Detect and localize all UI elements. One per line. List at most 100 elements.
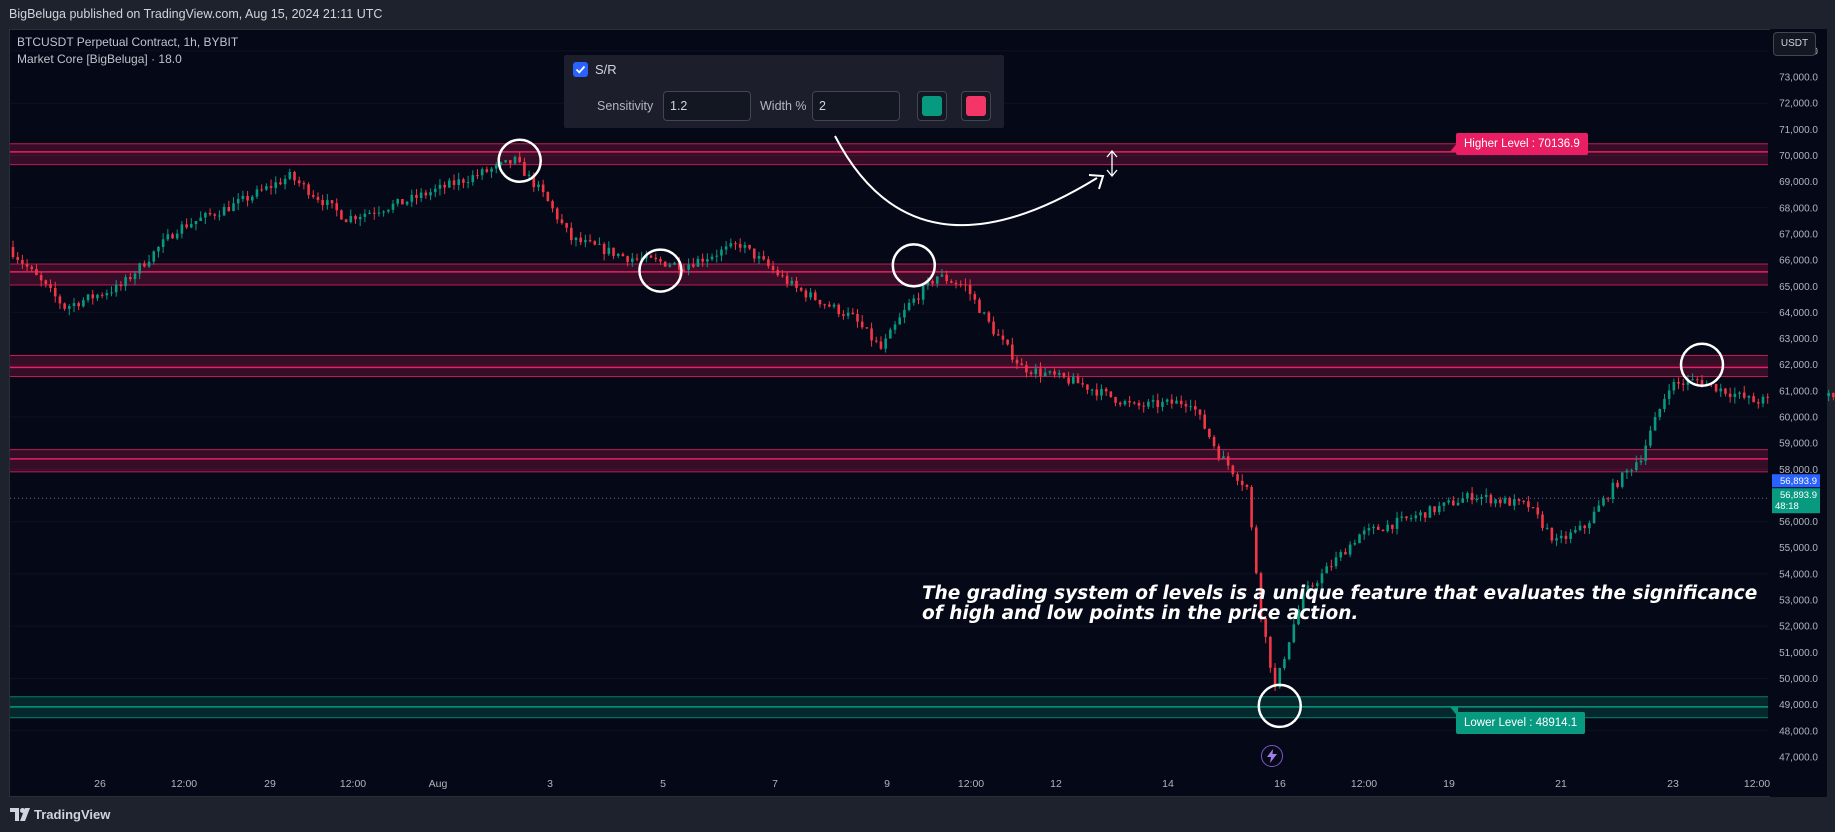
candle-up <box>133 273 137 280</box>
candle-up <box>1400 516 1404 518</box>
candle-down <box>1470 493 1474 501</box>
candle-up <box>1320 573 1324 584</box>
bull-color-fill <box>922 96 942 116</box>
candle-up <box>1733 393 1737 397</box>
indicator-title[interactable]: Market Core [BigBeluga] · 18.0 <box>17 52 182 66</box>
candle-down <box>752 248 756 259</box>
candle-down <box>1714 383 1718 392</box>
resistance-band <box>10 355 1768 377</box>
candle-down <box>813 292 817 300</box>
candle-down <box>25 263 29 267</box>
candle-up <box>1635 462 1638 471</box>
candle-up <box>480 169 484 176</box>
flash-button[interactable] <box>1261 745 1283 767</box>
candle-up <box>499 162 503 165</box>
candle-down <box>452 180 456 185</box>
time-axis[interactable]: 26 12:00 29 12:00 Aug 3 5 7 9 12:00 12 14 16 12:00 19 2… <box>94 778 1770 790</box>
candle-down <box>1724 388 1727 394</box>
candle-down <box>950 281 953 283</box>
currency-button[interactable]: USDT <box>1773 32 1816 56</box>
candle-down <box>870 328 873 341</box>
candle-down <box>532 174 536 188</box>
price-tick-label: 51,000.0 <box>1779 648 1818 659</box>
candle-up <box>940 274 944 277</box>
candle-down <box>973 294 977 300</box>
candle-down <box>1240 480 1244 486</box>
symbol-title[interactable]: BTCUSDT Perpetual Contract, 1h, BYBIT <box>17 35 239 49</box>
candle-up <box>1189 406 1192 408</box>
candle-up <box>1686 380 1690 385</box>
candle-up <box>584 240 587 243</box>
sensitivity-input[interactable] <box>663 91 751 121</box>
candle-up <box>138 263 141 274</box>
candle-down <box>1517 499 1521 501</box>
candle-down <box>1541 514 1544 529</box>
candle-up <box>438 184 442 189</box>
candle-down <box>682 269 686 271</box>
candle-down <box>1029 372 1033 375</box>
candle-up <box>1409 518 1413 520</box>
candle-down <box>1452 500 1455 506</box>
bull-color-swatch[interactable] <box>917 91 947 121</box>
annotation-line-1: The grading system of levels is a unique… <box>922 583 1758 604</box>
candle-down <box>1039 368 1042 376</box>
candle-down <box>208 212 212 215</box>
candle-up <box>471 175 475 183</box>
tradingview-logo[interactable]: TradingView <box>10 807 110 822</box>
candle-down <box>91 294 95 299</box>
candle-down <box>879 341 883 349</box>
candle-up <box>1057 372 1061 375</box>
price-tick-label: 69,000.0 <box>1779 177 1818 188</box>
candle-down <box>828 304 831 307</box>
candle-down <box>1015 359 1019 364</box>
candle-up <box>893 324 897 330</box>
candle-down <box>860 321 864 328</box>
candle-up <box>1719 388 1723 392</box>
candle-up <box>898 317 902 325</box>
candle-down <box>1423 512 1427 518</box>
candle-down <box>968 285 972 295</box>
candle-down <box>1156 400 1160 407</box>
candle-down <box>100 294 104 296</box>
candle-down <box>523 161 526 176</box>
candle-up <box>180 224 184 234</box>
candle-down <box>555 208 559 220</box>
candle-down <box>1114 397 1117 403</box>
candle-down <box>316 196 320 200</box>
chart-pane[interactable] <box>9 29 1826 797</box>
candle-down <box>541 184 545 192</box>
price-tick-label: 66,000.0 <box>1779 256 1818 267</box>
countdown-label: 48:18 <box>1775 501 1799 512</box>
sr-checkbox[interactable] <box>573 62 588 77</box>
candle-up <box>1611 482 1615 499</box>
candle-up <box>1503 498 1507 504</box>
candle-up <box>1428 506 1432 518</box>
candle-down <box>546 191 550 202</box>
candle-down <box>1076 376 1080 384</box>
candle-down <box>1564 535 1568 539</box>
price-tick-label: 71,000.0 <box>1779 125 1818 136</box>
candle-down <box>1212 437 1216 447</box>
candle-up <box>1222 456 1225 459</box>
candle-down <box>1311 585 1314 587</box>
price-axis[interactable]: 47,000.0 48,000.0 49,000.0 50,000.0 51,000.0… <box>1770 29 1827 797</box>
candle-up <box>527 174 531 176</box>
candle-up <box>405 201 409 205</box>
width-input[interactable] <box>812 91 900 121</box>
candle-up <box>1592 511 1596 524</box>
last-price-label: 56,893.9 <box>1780 476 1817 487</box>
bear-color-swatch[interactable] <box>961 91 991 121</box>
candle-up <box>494 164 498 169</box>
candle-down <box>1681 383 1685 385</box>
candle-down <box>16 257 19 260</box>
time-tick-label: 5 <box>660 778 666 790</box>
candle-down <box>335 203 339 211</box>
candle-up <box>1278 668 1282 688</box>
candle-up <box>1358 534 1361 544</box>
candle-down <box>1531 507 1535 509</box>
time-tick-label: 12:00 <box>958 778 984 790</box>
candle-down <box>738 244 742 248</box>
circle-marker <box>891 243 937 288</box>
candle-up <box>349 215 353 223</box>
